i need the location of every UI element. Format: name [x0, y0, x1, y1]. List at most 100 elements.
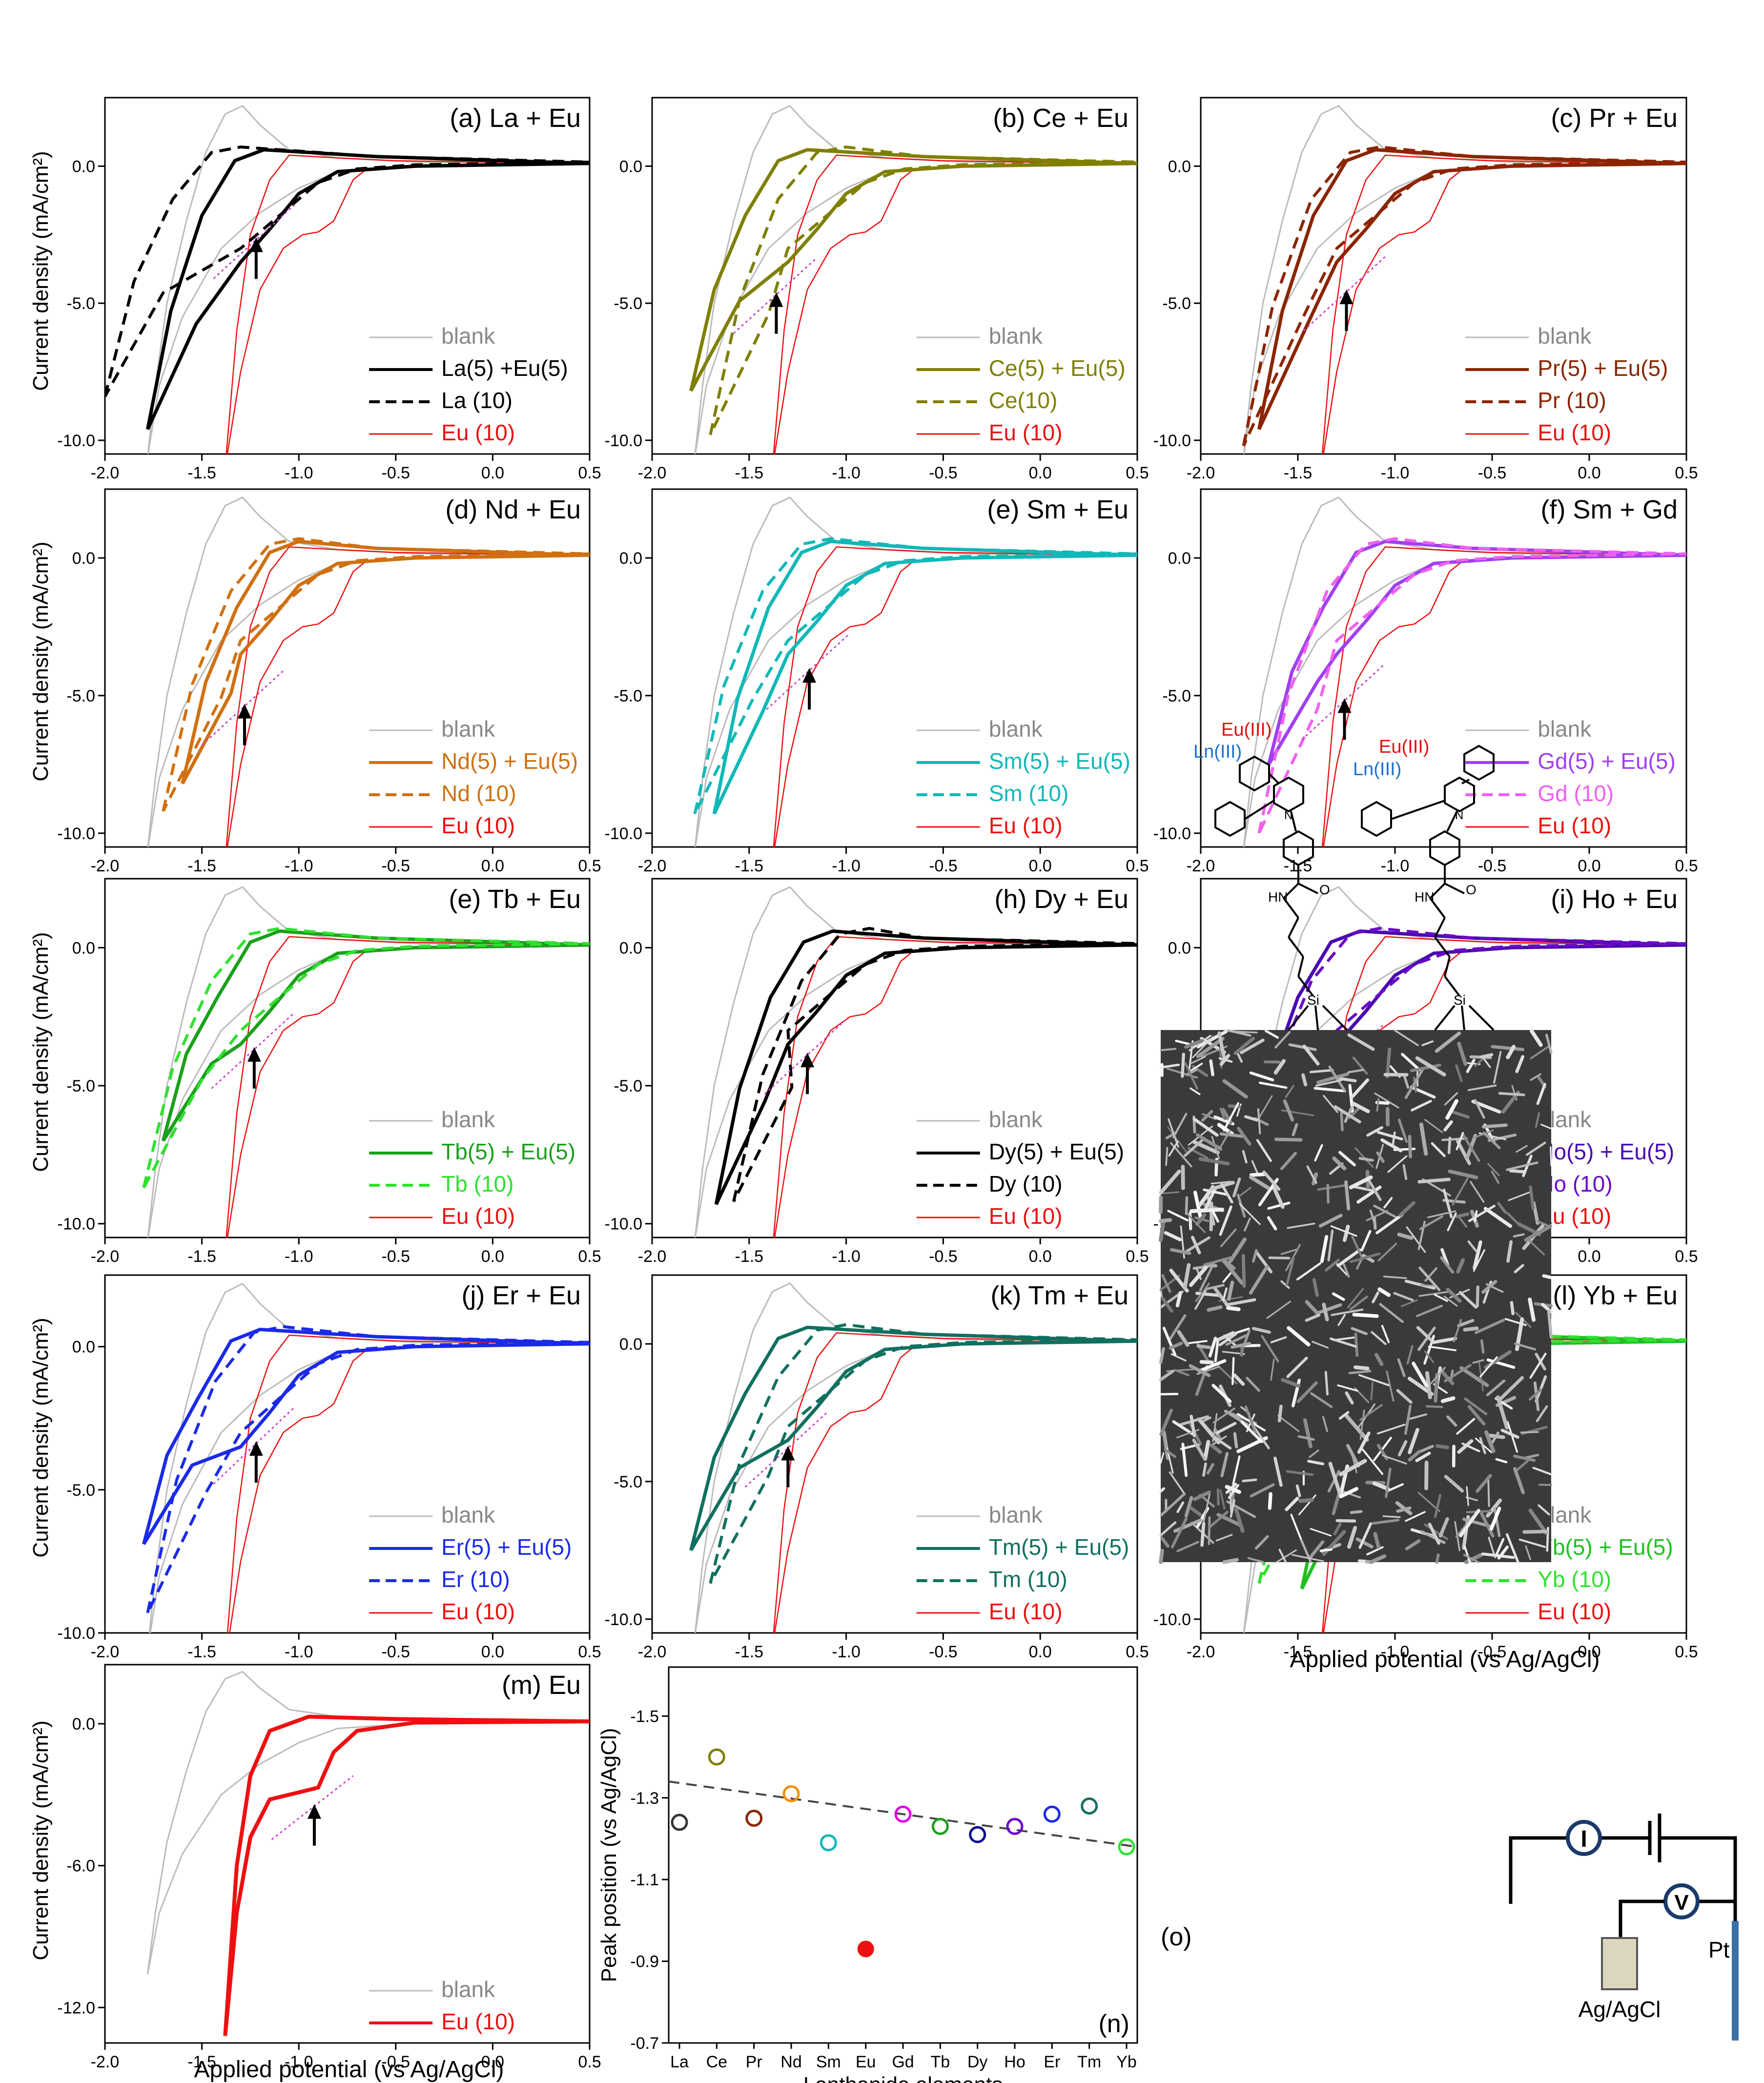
sem-crystal — [1196, 1344, 1211, 1349]
ln-eu-mix-curve — [712, 539, 1137, 815]
ln-eu-mix-curve — [1267, 539, 1686, 765]
sem-crystal — [1200, 1522, 1206, 1547]
y-tick-label: -5.0 — [614, 1077, 642, 1095]
sem-crystal — [1185, 1196, 1189, 1216]
sem-crystal — [1169, 1314, 1187, 1341]
sem-crystal — [1379, 1303, 1404, 1323]
sem-crystal — [1243, 1329, 1251, 1344]
sem-crystal — [1285, 1085, 1294, 1098]
x-tick-label: -0.5 — [929, 1247, 958, 1266]
legend-label: Eu (10) — [1538, 1599, 1611, 1624]
x-tick-label: 0.5 — [578, 1247, 601, 1266]
sem-crystal — [1280, 1152, 1297, 1171]
x-tick-label: 0.0 — [481, 857, 504, 875]
sem-crystal — [1480, 1512, 1495, 1538]
sem-crystal — [1445, 1099, 1458, 1120]
y-tick-label: -12.0 — [58, 1999, 96, 2017]
sem-crystal — [1424, 1119, 1443, 1134]
legend-label: Nd (10) — [441, 781, 516, 806]
sem-crystal — [1196, 1133, 1223, 1151]
sem-crystal — [1249, 1175, 1270, 1190]
sem-crystal — [1532, 1466, 1553, 1476]
sem-crystal — [1298, 1498, 1314, 1503]
sem-crystal — [1159, 1063, 1180, 1069]
y-tick-label: 0.0 — [1168, 549, 1191, 568]
data-point-eu — [857, 1940, 874, 1958]
sem-crystal — [1380, 1138, 1403, 1153]
y-tick-label: 0.0 — [619, 549, 642, 568]
sem-crystal — [1331, 1308, 1364, 1316]
sem-crystal — [1268, 1492, 1272, 1510]
sem-crystal — [1525, 1545, 1531, 1561]
x-tick-label: -1.5 — [187, 1643, 216, 1661]
panel-b-title: (b) Ce + Eu — [993, 103, 1128, 133]
sem-crystal — [1276, 1549, 1297, 1563]
x-tick-label: -1.5 — [735, 857, 764, 875]
panel-d-frame — [104, 488, 591, 848]
ln-10-curve — [693, 537, 1137, 815]
peak-tangent-line — [744, 1412, 827, 1488]
x-tick-label: -2.0 — [638, 1247, 667, 1266]
sem-crystal — [1231, 1357, 1235, 1385]
sem-crystal — [1497, 1202, 1507, 1214]
x-tick-label: -1.0 — [1381, 464, 1410, 482]
panel-e: -2.0 -1.5 -1.0 -0.5 0.0 0.5 0.0 -5.0 -10.0 (e) Sm… — [605, 488, 1149, 875]
sem-crystal — [1358, 1374, 1390, 1386]
sem-crystal — [1525, 1141, 1546, 1156]
sem-crystal — [1327, 1229, 1334, 1261]
sem-crystal — [1196, 1030, 1228, 1049]
sem-crystal — [1424, 1350, 1435, 1363]
sem-crystal — [1240, 1038, 1265, 1054]
sem-crystal — [1168, 1140, 1179, 1157]
sem-crystal — [1354, 1365, 1370, 1371]
sem-crystal — [1210, 1180, 1231, 1185]
panel-j-title: (j) Er + Eu — [461, 1281, 581, 1310]
sem-crystal — [1202, 1113, 1217, 1120]
sem-crystal — [1324, 1371, 1329, 1396]
sem-crystal — [1272, 1187, 1285, 1209]
y-axis-title-row2: Current density (mA/cm²) — [29, 541, 53, 781]
sem-crystal — [1173, 1369, 1190, 1377]
sem-crystal — [1292, 1554, 1324, 1562]
sem-crystal — [1295, 1484, 1301, 1497]
sem-crystal — [1377, 1287, 1391, 1297]
sem-crystal — [1419, 1122, 1428, 1156]
sem-crystal — [1458, 1291, 1477, 1309]
sem-crystal — [1202, 1462, 1207, 1477]
sem-crystal — [1231, 1342, 1251, 1349]
x-tick-label: Tm — [1077, 2053, 1101, 2071]
o-label-right: O — [1466, 882, 1477, 897]
sem-crystal — [1372, 1519, 1400, 1525]
sem-crystal — [1159, 1408, 1173, 1436]
sem-crystal — [1443, 1120, 1453, 1132]
sem-crystal — [1350, 1510, 1363, 1514]
sem-crystal — [1344, 1414, 1369, 1442]
sem-crystal — [1435, 1444, 1450, 1449]
sem-crystal — [1249, 1071, 1274, 1082]
sem-crystal — [1342, 1224, 1350, 1242]
sem-crystal — [1338, 1411, 1350, 1420]
sem-crystal — [1374, 1353, 1384, 1366]
x-tick-label: -0.5 — [382, 1643, 410, 1661]
peak-tangent-line — [766, 634, 849, 710]
sem-crystal — [1208, 1510, 1229, 1529]
x-tick-label: 0.5 — [1675, 1247, 1698, 1266]
sem-crystal — [1398, 1201, 1415, 1217]
peak-arrow-head — [307, 1804, 321, 1819]
peak-arrow-head — [249, 1441, 263, 1456]
data-point-tm — [1081, 1797, 1098, 1815]
x-tick-label: -2.0 — [91, 1643, 120, 1661]
ammeter-symbol — [1566, 1820, 1602, 1856]
sem-crystal — [1491, 1170, 1500, 1184]
eu-10-curve — [773, 546, 1137, 847]
x-tick-label: Ho — [1004, 2053, 1025, 2071]
sem-crystal — [1406, 1226, 1426, 1253]
sem-crystal — [1529, 1352, 1547, 1379]
sem-substrate-image — [1159, 1029, 1553, 1564]
sem-crystal — [1481, 1279, 1497, 1294]
y-tick-label: -0.7 — [630, 2034, 659, 2053]
sem-crystal — [1495, 1538, 1505, 1556]
sem-crystal — [1318, 1214, 1343, 1228]
y-tick-label: -10.0 — [58, 1215, 96, 1234]
y-tick-label: 0.0 — [72, 549, 95, 568]
